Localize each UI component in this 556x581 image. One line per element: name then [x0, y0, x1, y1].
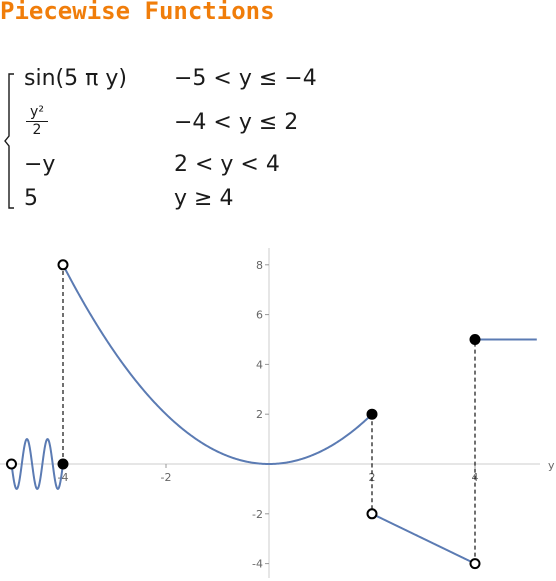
fraction-denominator: 2: [32, 122, 42, 138]
row-condition: −5 < y ≤ −4: [174, 66, 317, 91]
x-tick-label: -2: [161, 471, 172, 484]
row-expression: 5: [24, 186, 38, 211]
closed-endpoint-marker: [366, 408, 378, 420]
x-axis-label: y: [548, 459, 555, 472]
endpoint-markers: [6, 259, 481, 570]
row-condition: 2 < y < 4: [174, 152, 280, 177]
open-endpoint-marker: [6, 458, 17, 470]
y-tick-label: 4: [256, 358, 263, 371]
y-tick-label: 8: [256, 259, 263, 272]
closed-endpoint-marker: [57, 458, 69, 470]
open-endpoint-marker: [469, 558, 481, 570]
piecewise-row: 5 y ≥ 4: [24, 186, 344, 220]
closed-endpoint-marker: [469, 334, 481, 345]
piecewise-row: −y 2 < y < 4: [24, 152, 344, 186]
open-endpoint-marker: [366, 508, 378, 520]
curves: [10, 264, 537, 565]
function-plot: y-4-2248642-2-4: [0, 248, 555, 578]
y-tick-label: -2: [252, 508, 263, 521]
fraction-numerator: y²: [26, 104, 48, 122]
row-condition: y ≥ 4: [174, 186, 234, 211]
piecewise-row: y² 2 −4 < y ≤ 2: [24, 104, 344, 144]
row-expression: −y: [24, 152, 56, 177]
piecewise-row: sin(5 π y) −5 < y ≤ −4: [24, 66, 344, 100]
page-title: Piecewise Functions: [0, 0, 275, 25]
function-piece-curve: [62, 264, 373, 465]
function-piece-curve: [371, 512, 476, 565]
row-expression-fraction: y² 2: [26, 104, 48, 139]
function-piece-curve: [10, 438, 64, 490]
piecewise-brace: [4, 73, 14, 209]
y-tick-label: 6: [256, 309, 263, 322]
axes: y-4-2248642-2-4: [0, 248, 555, 578]
row-expression: sin(5 π y): [24, 66, 127, 91]
jump-lines: [62, 264, 476, 564]
x-tick-label: -4: [58, 471, 69, 484]
open-endpoint-marker: [57, 259, 69, 271]
piecewise-definition: sin(5 π y) −5 < y ≤ −4 y² 2 −4 < y ≤ 2 −…: [0, 66, 340, 216]
row-condition: −4 < y ≤ 2: [174, 110, 299, 135]
y-tick-label: 2: [256, 408, 263, 421]
y-tick-label: -4: [252, 558, 263, 571]
